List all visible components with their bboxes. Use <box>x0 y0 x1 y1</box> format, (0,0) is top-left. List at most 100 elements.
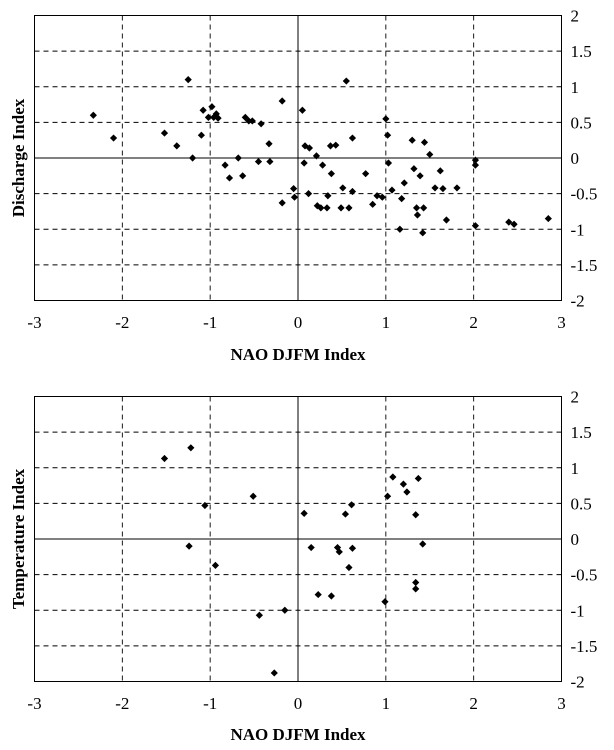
data-point <box>290 193 299 201</box>
data-point <box>326 142 335 150</box>
data-point <box>419 540 427 548</box>
data-point <box>510 220 518 228</box>
data-point <box>381 598 389 606</box>
data-point <box>257 120 265 128</box>
data-point <box>281 606 289 614</box>
data-point <box>378 193 386 201</box>
data-point <box>348 187 357 196</box>
x-axis-title: NAO DJFM Index <box>230 345 366 364</box>
x-tick-label: 2 <box>469 313 478 332</box>
data-point <box>347 501 356 509</box>
data-point <box>410 165 418 173</box>
data-point <box>265 140 273 148</box>
discharge-chart: 2 1.5 1 0.5 0 -0.5 -1 -1.5 -2 -3 -2 -1 0 1 2 3 NAO DJF… <box>9 7 597 365</box>
data-point <box>337 204 345 212</box>
data-point <box>412 511 420 519</box>
data-point <box>414 474 422 483</box>
data-point <box>298 106 306 114</box>
y-tick-label: 0.5 <box>571 494 592 513</box>
data-point <box>187 444 195 452</box>
data-point <box>173 142 181 150</box>
data-point <box>453 184 461 192</box>
data-point <box>471 156 480 164</box>
data-point <box>109 134 118 142</box>
y-tick-label: -1.5 <box>571 637 598 656</box>
data-point <box>211 561 220 569</box>
data-point <box>419 229 427 237</box>
data-point <box>396 225 404 233</box>
data-point <box>544 214 552 223</box>
data-point <box>225 174 234 182</box>
data-point <box>383 131 392 139</box>
x-tick-label: 3 <box>557 313 566 332</box>
data-point <box>318 161 327 169</box>
x-tick-label: -2 <box>115 694 129 713</box>
data-point <box>431 184 439 192</box>
data-point <box>369 200 377 208</box>
data-point <box>185 542 193 550</box>
data-point <box>197 131 205 139</box>
data-point <box>341 510 350 518</box>
data-point <box>373 192 381 200</box>
data-point <box>239 172 247 180</box>
zero-lines <box>34 396 562 682</box>
temperature-chart: 2 1.5 1 0.5 0 -0.5 -1 -1.5 -2 -3 -2 -1 0 1 2 3 NAO DJF… <box>9 388 597 745</box>
y-tick-label: 0.5 <box>571 113 592 132</box>
data-points <box>89 76 552 237</box>
data-point <box>313 202 321 210</box>
data-point <box>184 76 192 84</box>
data-point <box>412 204 421 212</box>
data-point <box>324 192 332 200</box>
data-point <box>412 578 420 587</box>
x-tick-label: 1 <box>382 313 391 332</box>
data-point <box>403 488 411 496</box>
data-point <box>208 103 216 111</box>
data-point <box>214 114 222 122</box>
data-point <box>413 211 422 219</box>
y-tick-label: 1.5 <box>571 42 592 61</box>
y-tick-label: -0.5 <box>571 566 598 585</box>
data-point <box>420 138 429 146</box>
data-point <box>300 509 308 517</box>
data-point <box>300 159 308 167</box>
data-point <box>270 669 278 677</box>
y-tick-label: 0 <box>571 149 580 168</box>
data-point <box>339 184 347 192</box>
y-axis-title: Discharge Index <box>9 98 28 217</box>
data-point <box>426 150 434 159</box>
data-point <box>201 501 209 510</box>
data-point <box>290 185 298 193</box>
data-point <box>314 590 322 599</box>
data-point <box>408 136 416 144</box>
data-point <box>348 544 357 552</box>
data-point <box>342 77 350 85</box>
x-tick-label: -3 <box>27 694 41 713</box>
data-point <box>249 492 257 500</box>
x-tick-label: -1 <box>203 694 217 713</box>
y-tick-label: 1 <box>571 459 580 478</box>
x-tick-label: 0 <box>294 313 303 332</box>
data-points <box>160 444 427 677</box>
data-point <box>420 204 428 212</box>
y-axis-title: Temperature Index <box>9 468 28 609</box>
data-point <box>471 161 480 169</box>
y-tick-label: -1 <box>571 220 585 239</box>
y-tick-label: 0 <box>571 530 580 549</box>
data-point <box>266 157 274 166</box>
data-point <box>442 216 451 224</box>
x-axis-title: NAO DJFM Index <box>230 725 366 744</box>
x-tick-label: -2 <box>115 313 129 332</box>
y-tick-label: -1.5 <box>571 256 598 275</box>
data-point <box>388 186 396 194</box>
data-point <box>399 480 407 488</box>
x-tick-labels: -3 -2 -1 0 1 2 3 <box>27 313 565 332</box>
data-point <box>382 115 390 123</box>
data-point <box>221 161 229 169</box>
data-point <box>89 111 97 119</box>
data-point <box>189 154 197 162</box>
y-tick-labels: 2 1.5 1 0.5 0 -0.5 -1 -1.5 -2 <box>571 7 598 311</box>
data-point <box>278 97 286 105</box>
y-tick-labels: 2 1.5 1 0.5 0 -0.5 -1 -1.5 -2 <box>571 388 598 692</box>
